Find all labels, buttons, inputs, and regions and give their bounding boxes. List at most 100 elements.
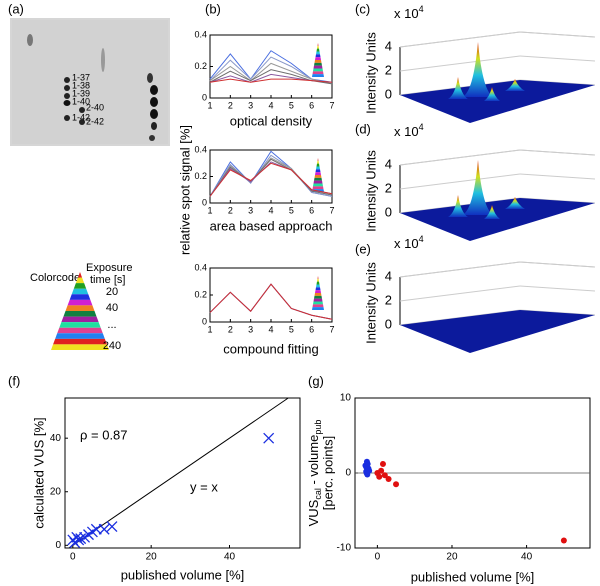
marker bbox=[106, 521, 118, 533]
color-stripe bbox=[312, 74, 324, 77]
color-stripe bbox=[314, 62, 322, 66]
multiplier: x 104 bbox=[394, 234, 424, 251]
x-tick-label: 7 bbox=[329, 324, 334, 334]
line-series bbox=[209, 283, 333, 320]
grid-line bbox=[399, 55, 521, 72]
x-tick-label: 1 bbox=[207, 324, 212, 334]
colorcode-triangle bbox=[51, 272, 109, 350]
colorcode-icon bbox=[312, 158, 324, 192]
line-series bbox=[209, 50, 333, 83]
colorcode-label: 40 bbox=[106, 302, 118, 314]
y-tick-label: 0.4 bbox=[194, 262, 207, 272]
x-axis-label: published volume [%] bbox=[411, 569, 535, 584]
x-tick-label: 40 bbox=[521, 552, 533, 563]
panel-label: (f) bbox=[8, 373, 20, 388]
grid-line bbox=[519, 173, 596, 180]
z-tick-label: 0 bbox=[385, 316, 392, 331]
panel-label: (g) bbox=[308, 373, 324, 388]
marker bbox=[90, 523, 102, 535]
y-axis-label: calculated VUS [%] bbox=[31, 417, 46, 528]
grid-line bbox=[399, 285, 521, 302]
color-stripe bbox=[314, 293, 322, 296]
marker-stroke bbox=[90, 523, 102, 535]
z-axis-label: Intensity Units bbox=[363, 262, 378, 344]
z-axis-label: Intensity Units bbox=[363, 32, 378, 114]
spot-label: 1-38 bbox=[72, 80, 90, 90]
line-series bbox=[209, 78, 333, 83]
marker-stroke bbox=[263, 432, 275, 444]
color-stripe bbox=[315, 172, 321, 175]
color-stripe bbox=[77, 272, 83, 278]
grid-line bbox=[399, 31, 521, 48]
color-stripe bbox=[316, 48, 320, 52]
marker bbox=[376, 473, 383, 480]
color-stripe bbox=[69, 294, 91, 300]
y-axis-label: VUScal - volumepub bbox=[306, 420, 323, 527]
grid-line bbox=[399, 149, 521, 166]
grid-line bbox=[519, 261, 596, 268]
color-stripe bbox=[317, 43, 319, 46]
y-tick-label: 20 bbox=[50, 486, 62, 497]
x-tick-label: 7 bbox=[329, 205, 334, 215]
color-stripe bbox=[316, 51, 320, 55]
color-stripe bbox=[314, 60, 322, 63]
colorcode-label: 20 bbox=[106, 286, 118, 298]
color-stripe bbox=[51, 344, 109, 350]
multiplier-text: x 10 bbox=[394, 236, 419, 251]
back-wall bbox=[399, 31, 596, 48]
gel-image bbox=[10, 18, 170, 146]
y-tick-label: 0 bbox=[55, 540, 61, 551]
marker bbox=[381, 472, 388, 479]
multiplier: x 104 bbox=[394, 4, 424, 21]
line-series bbox=[209, 162, 333, 197]
marker bbox=[98, 523, 110, 535]
colorcode-icon bbox=[312, 43, 324, 77]
x-tick-label: 1 bbox=[207, 100, 212, 110]
z-tick-label: 2 bbox=[385, 180, 392, 195]
spot-label: 1-39 bbox=[72, 88, 90, 98]
spot-label: 2-40 bbox=[86, 102, 104, 112]
color-stripe bbox=[73, 283, 87, 289]
x-tick-label: 5 bbox=[289, 324, 294, 334]
marker-stroke bbox=[75, 533, 87, 545]
color-stripe bbox=[315, 57, 321, 60]
color-stripe bbox=[315, 169, 321, 173]
x-tick-label: 20 bbox=[446, 552, 458, 563]
x-tick-label: 2 bbox=[228, 205, 233, 215]
color-stripe bbox=[312, 186, 324, 190]
color-stripe bbox=[313, 183, 323, 187]
x-axis-label: published volume [%] bbox=[121, 567, 245, 582]
x-tick-label: 7 bbox=[329, 100, 334, 110]
color-stripe bbox=[313, 180, 323, 184]
color-stripe bbox=[317, 158, 319, 161]
marker-stroke bbox=[106, 521, 118, 533]
multiplier-exponent: 4 bbox=[419, 122, 424, 132]
colorcode-heading: Exposure bbox=[86, 262, 132, 274]
color-stripe bbox=[315, 54, 321, 58]
color-stripe bbox=[59, 322, 101, 328]
y-tick-label: 0.2 bbox=[194, 61, 207, 71]
y-tick-label: 0 bbox=[202, 197, 207, 207]
x-tick-label: 6 bbox=[309, 205, 314, 215]
grid-line bbox=[519, 55, 596, 62]
annotation: y = x bbox=[190, 479, 218, 494]
color-stripe bbox=[312, 304, 324, 308]
z-tick-label: 4 bbox=[385, 156, 392, 171]
colorcode-label: 240 bbox=[103, 340, 121, 352]
spot-label: 1-42 bbox=[72, 112, 90, 122]
grid-line bbox=[519, 285, 596, 292]
colorcode-unit: time [s] bbox=[90, 274, 125, 286]
grid-line bbox=[519, 31, 596, 38]
color-stripe bbox=[315, 287, 321, 291]
colorcode-label: ... bbox=[107, 319, 116, 331]
z-tick-label: 4 bbox=[385, 268, 392, 283]
x-axis-label: area based approach bbox=[210, 218, 333, 233]
multiplier-exponent: 4 bbox=[419, 4, 424, 14]
x-axis-label: compound fitting bbox=[223, 341, 318, 356]
color-stripe bbox=[317, 45, 319, 49]
color-stripe bbox=[316, 163, 320, 167]
line-series bbox=[209, 158, 333, 197]
surface-peak bbox=[505, 197, 525, 209]
surface-peak bbox=[484, 87, 500, 101]
surface-peak bbox=[505, 79, 525, 91]
